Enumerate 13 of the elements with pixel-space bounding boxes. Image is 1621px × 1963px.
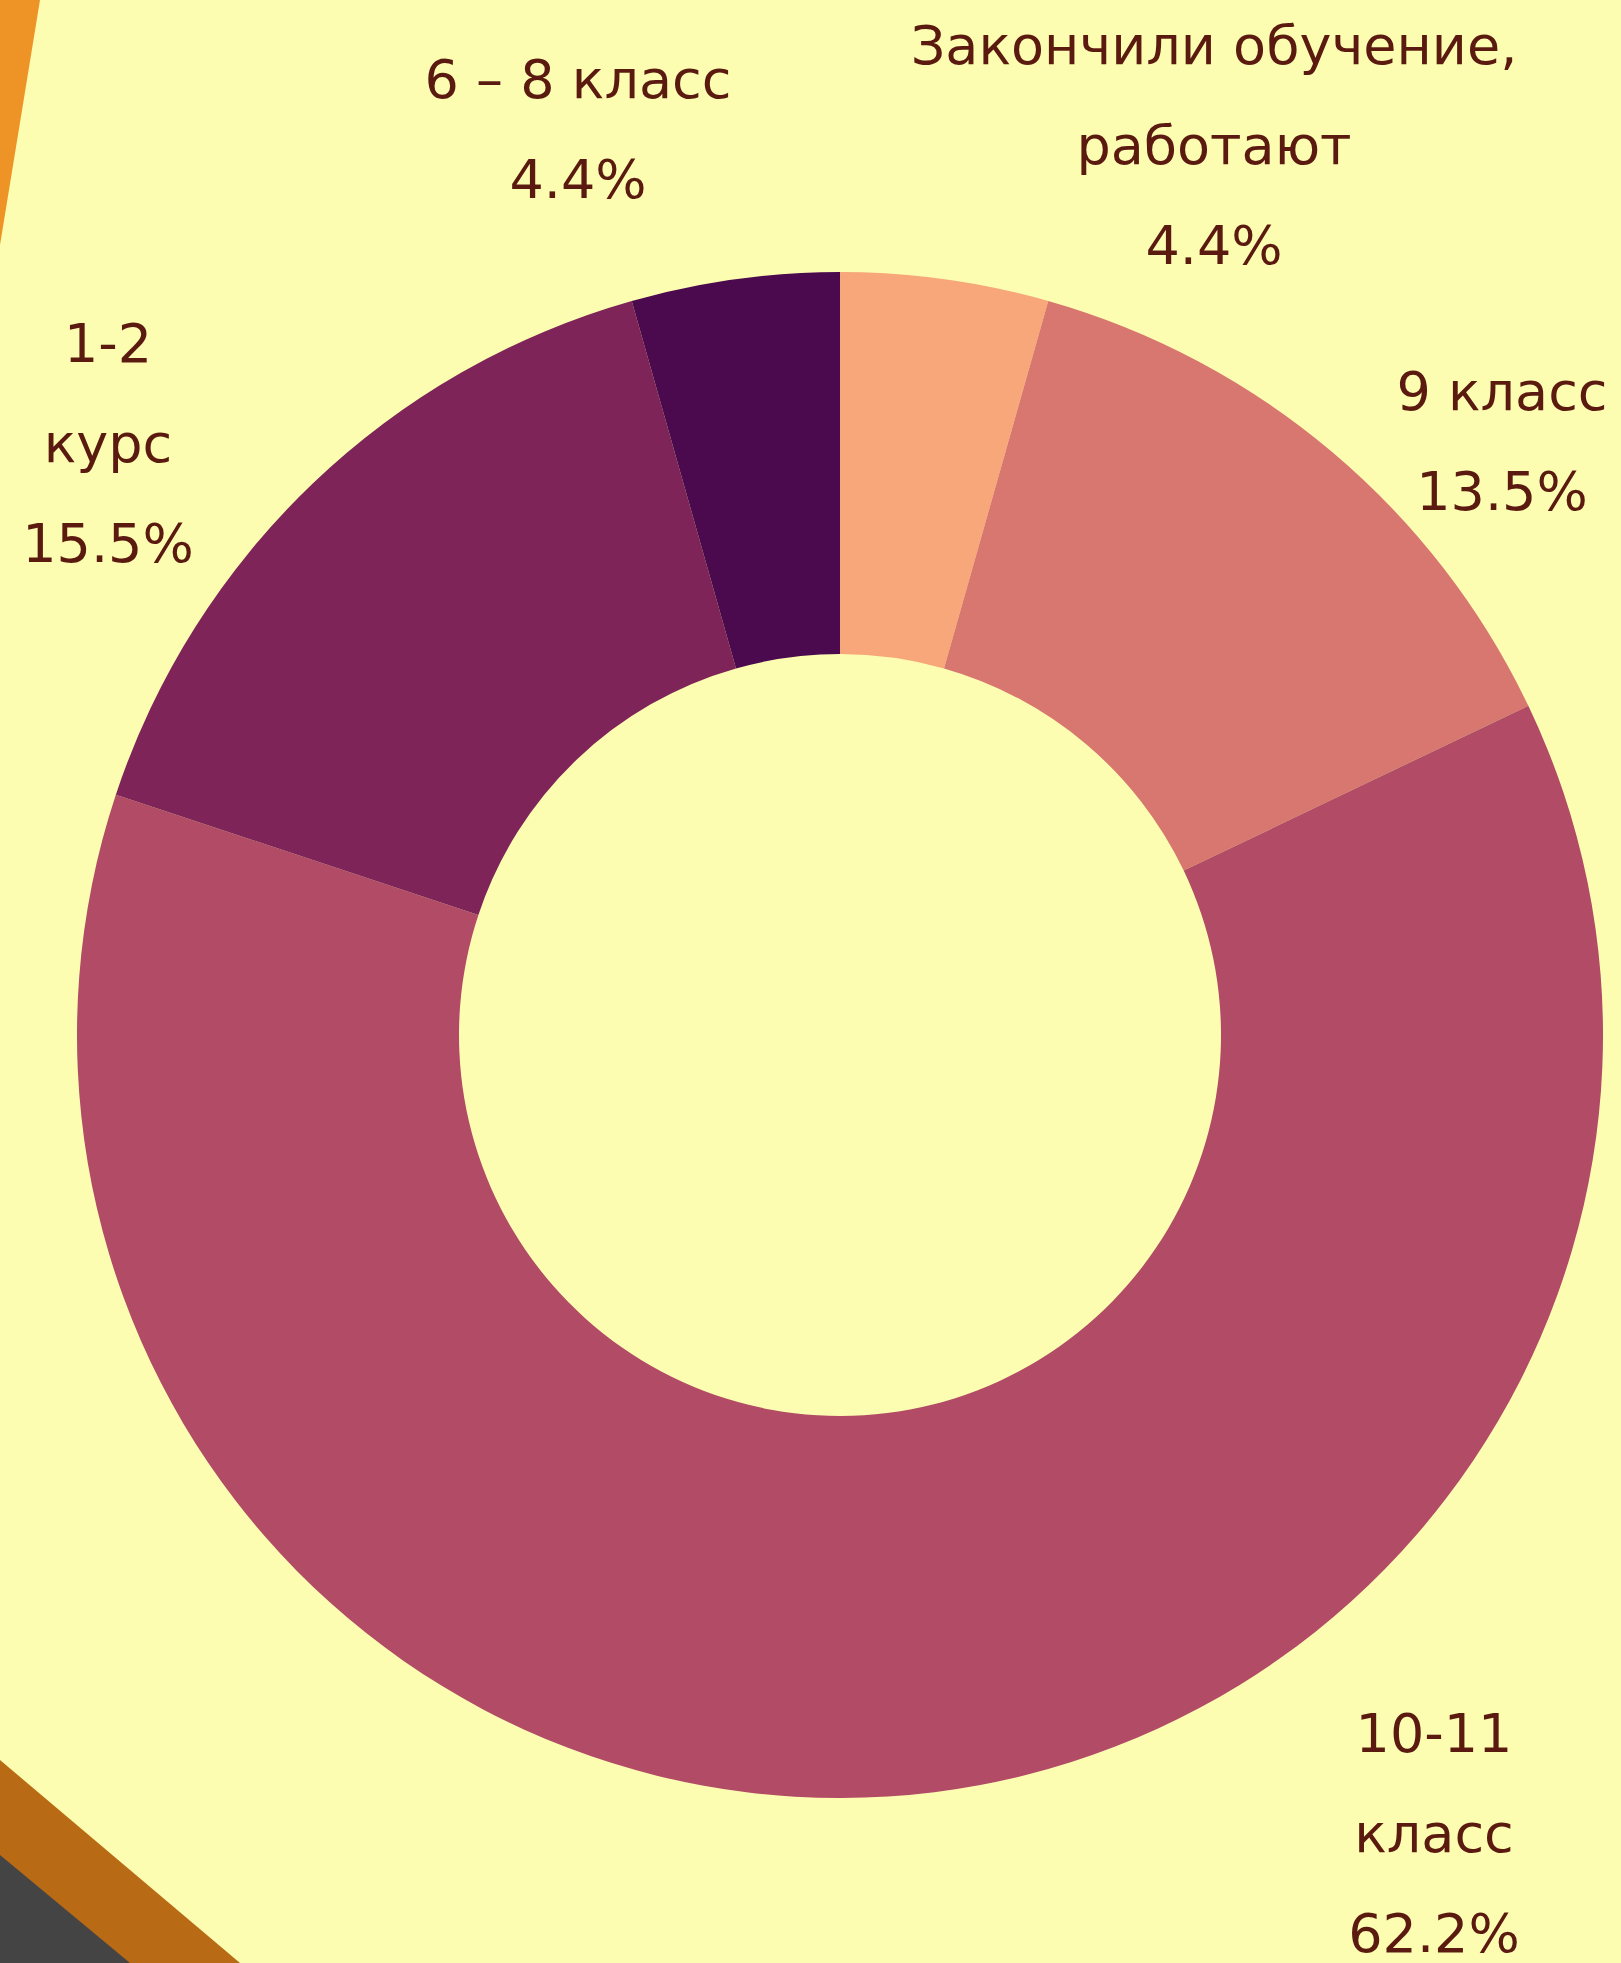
slice-label: 9 класс [1396,360,1608,423]
data-label: 4.4% [509,148,647,211]
data-label: 15.5% [22,512,194,575]
data-label: 62.2% [1348,1902,1520,1963]
data-label: 13.5% [1416,460,1588,523]
slice-label: 10-11 класс [1354,1702,1514,1865]
donut-slice [631,272,840,669]
slice-label: 6 – 8 класс [424,48,732,111]
donut-slice [840,272,1049,669]
slice-label: Закончили обучение, работают [910,14,1518,177]
donut-slice [78,705,1602,1798]
slice-label: 1-2 курс [43,312,173,475]
data-label: 4.4% [1145,214,1283,277]
